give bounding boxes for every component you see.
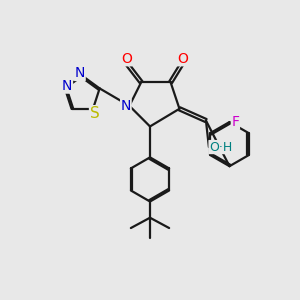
Text: O·H: O·H: [209, 141, 232, 154]
Text: O: O: [121, 52, 132, 66]
Text: N: N: [62, 79, 73, 93]
Text: S: S: [90, 106, 99, 121]
Text: F: F: [231, 115, 239, 129]
Text: N: N: [75, 66, 85, 80]
Text: O: O: [177, 52, 188, 66]
Text: N: N: [121, 99, 131, 113]
